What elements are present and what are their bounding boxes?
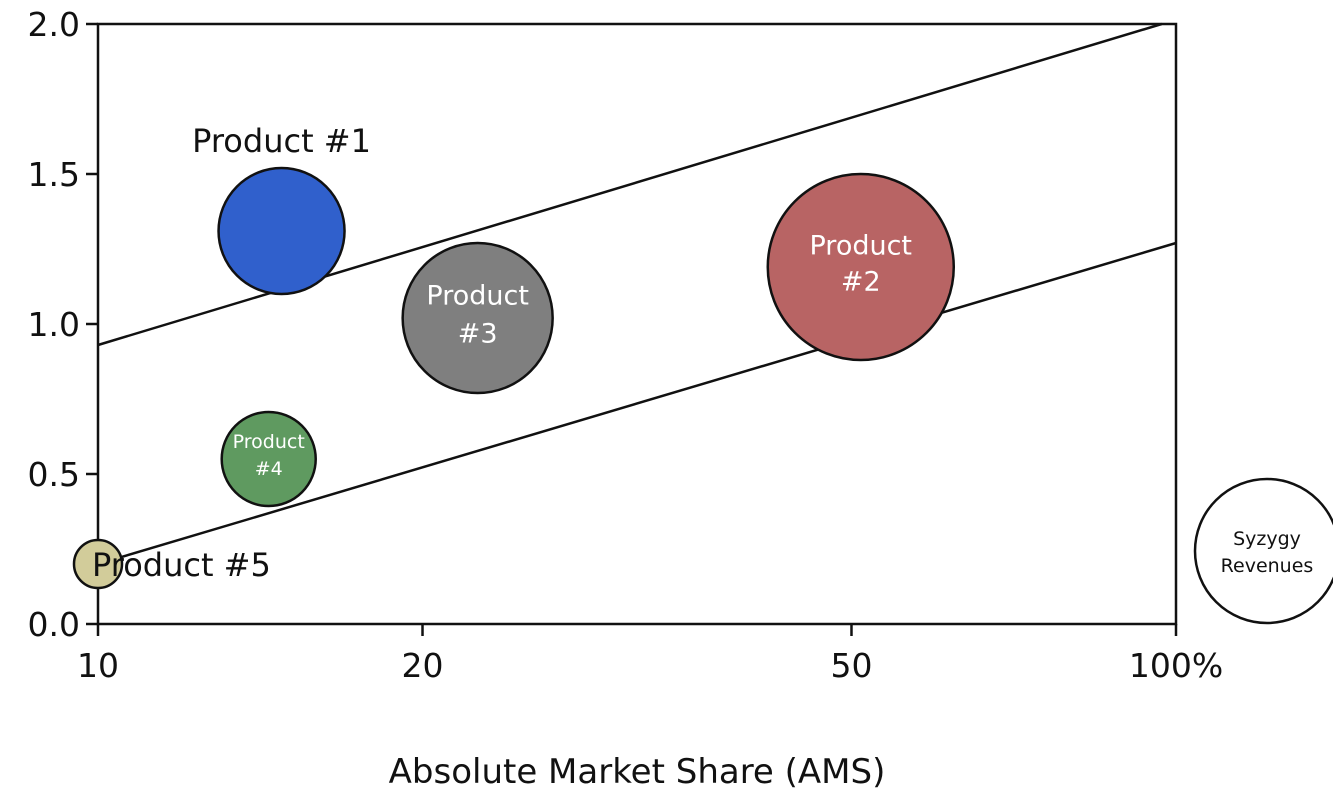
bubble-product-4 xyxy=(220,410,317,508)
y-tick-label: 1.5 xyxy=(28,155,80,194)
bubble-label-product-4: #4 xyxy=(255,458,283,480)
x-axis-title: Absolute Market Share (AMS) xyxy=(389,752,886,791)
size-legend-label: Syzygy xyxy=(1233,528,1301,550)
bubble-label-product-5: Product #5 xyxy=(92,546,271,584)
bubble-label-product-2: Product xyxy=(810,230,913,261)
bubble-product-2 xyxy=(766,172,956,362)
bubble-label-product-3: Product xyxy=(426,280,529,311)
x-tick-label: 100% xyxy=(1129,646,1223,685)
bubble-product-1 xyxy=(217,166,346,296)
bubble-label-product-2: #2 xyxy=(841,266,881,297)
x-tick-label: 20 xyxy=(402,646,444,685)
bubble-product-3 xyxy=(401,241,554,395)
bubble-label-product-3: #3 xyxy=(458,318,498,349)
reference-line-2 xyxy=(97,241,1177,566)
x-tick-label: 10 xyxy=(77,646,119,685)
plot-frame xyxy=(96,22,1178,626)
y-tick-label: 0.5 xyxy=(28,455,80,494)
y-tick-label: 0.0 xyxy=(28,605,80,644)
y-tick-label: 1.0 xyxy=(28,305,80,344)
x-tick-label: 50 xyxy=(830,646,872,685)
bubble-product-5 xyxy=(72,538,124,590)
y-tick-label: 2.0 xyxy=(28,5,80,44)
bubble-label-product-1: Product #1 xyxy=(192,122,371,160)
size-legend-label: Revenues xyxy=(1221,555,1314,577)
bubble-label-product-4: Product xyxy=(233,431,305,453)
size-legend-circle xyxy=(1193,477,1333,625)
